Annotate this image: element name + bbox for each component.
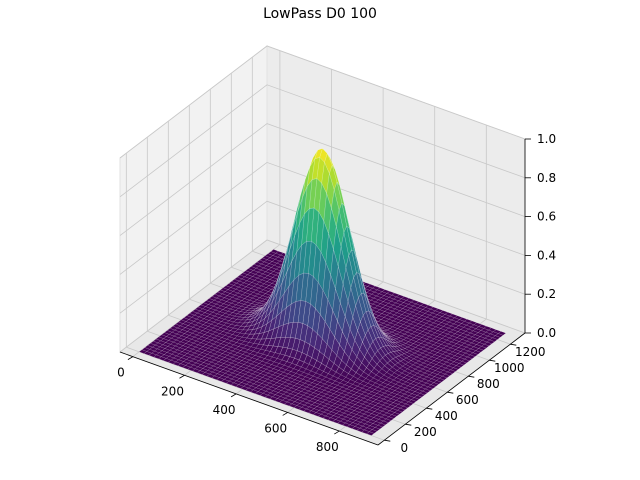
surface-patch	[366, 431, 375, 436]
surface-patch	[388, 414, 398, 419]
surface-patch	[422, 388, 431, 394]
surface-patch	[464, 356, 473, 362]
y-tick-label: 200	[414, 425, 437, 439]
grid-line-z	[119, 84, 526, 198]
surface-patch	[478, 346, 487, 351]
y-tick-label: 400	[435, 409, 458, 423]
x-axis-line	[119, 351, 379, 446]
surface-patch	[450, 367, 459, 372]
y-tick-label: 1200	[515, 345, 546, 359]
surface-patch	[466, 354, 476, 359]
x-tick-mark	[127, 356, 134, 360]
x-tick-label: 400	[213, 403, 236, 417]
surface-patch	[492, 335, 501, 340]
grid-line-z	[119, 45, 526, 159]
y-axis-line	[377, 332, 526, 446]
z-tick-label: 1.0	[537, 132, 556, 146]
z-tick-label: 0.6	[537, 210, 556, 224]
x-tick-mark	[334, 430, 340, 435]
grid-line-z	[119, 161, 526, 275]
surface-patch	[371, 427, 381, 432]
x-tick-mark	[282, 412, 288, 416]
surface-patch	[436, 378, 445, 383]
grid-line-z	[119, 123, 526, 236]
surface-patch	[472, 350, 482, 355]
tick-labels: 0 200 400 600 800 0 200 400 600 800 1000 1200 0.0 0.2…	[117, 132, 556, 455]
y-tick-mark	[489, 359, 496, 362]
y-tick-mark	[426, 407, 433, 410]
y-tick-mark	[447, 391, 454, 394]
z-tick-label: 0.8	[537, 171, 556, 185]
surface-patch	[413, 395, 423, 400]
surface-patch	[469, 352, 479, 357]
surface-patch	[377, 422, 386, 428]
surface-patch	[394, 410, 403, 415]
y-tick-label: 600	[456, 393, 479, 407]
surface-patch	[385, 416, 395, 421]
surface-patch	[424, 386, 434, 391]
grid-line-z	[119, 200, 526, 314]
y-tick-label: 800	[477, 377, 500, 391]
y-tick-mark	[510, 343, 517, 346]
surface-patch	[455, 363, 465, 368]
z-tick-label: 0.2	[537, 287, 556, 301]
x-tick-label: 800	[316, 440, 339, 454]
x-tick-mark	[179, 374, 185, 379]
y-tick-mark	[405, 423, 412, 426]
z-tick-label: 0.0	[537, 326, 556, 340]
axes	[119, 139, 526, 446]
x-tick-label: 0	[117, 366, 125, 380]
z-tick-label: 0.4	[537, 248, 556, 262]
surface-patch	[408, 399, 417, 404]
surface-patch	[427, 384, 437, 389]
surface-patch	[380, 420, 389, 426]
x-tick-label: 600	[264, 421, 287, 435]
grid-line-z	[119, 239, 526, 353]
y-tick-label: 1000	[494, 361, 525, 375]
x-tick-label: 200	[161, 384, 184, 398]
surface-patch	[458, 361, 468, 366]
surface-patch	[497, 331, 507, 336]
chart-title: LowPass D0 100	[263, 6, 377, 22]
y-tick-mark	[384, 439, 391, 442]
surface	[138, 148, 507, 436]
surface-patch	[461, 358, 470, 364]
surface-patch	[374, 425, 384, 430]
surface-patch	[416, 393, 426, 398]
surface-patch	[382, 418, 392, 423]
y-tick-label: 0	[400, 441, 408, 455]
x-tick-mark	[230, 393, 237, 398]
y-tick-mark	[468, 375, 475, 378]
surface-patch	[419, 390, 428, 396]
surface-patch	[430, 382, 440, 387]
